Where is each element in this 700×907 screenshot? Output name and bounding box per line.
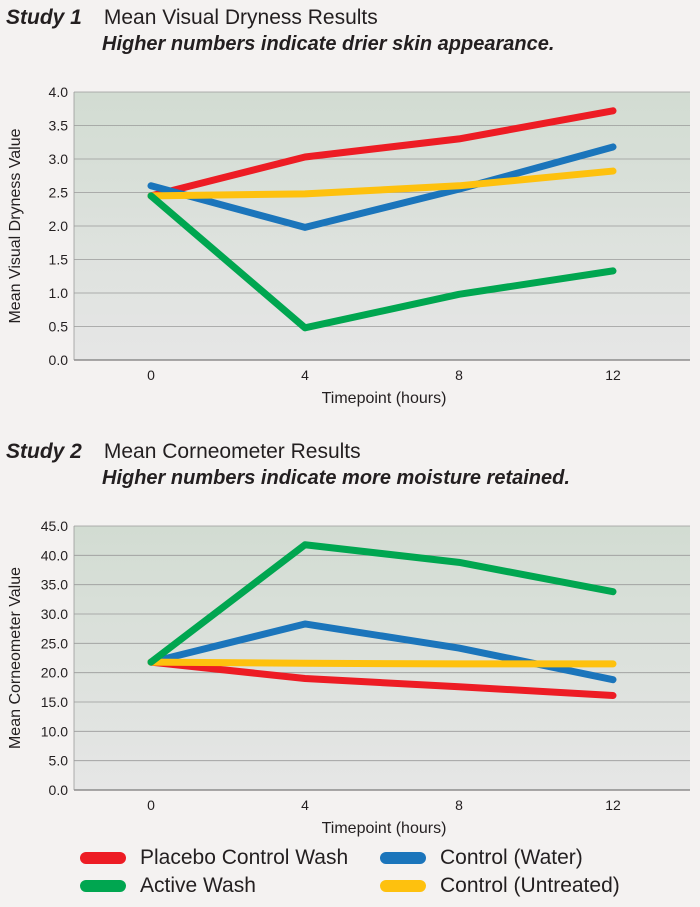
y-tick-label: 4.0 xyxy=(49,84,69,100)
y-tick-label: 45.0 xyxy=(41,518,68,534)
y-tick-label: 2.0 xyxy=(49,218,69,234)
y-tick-label: 2.5 xyxy=(49,185,69,201)
legend-swatch-untreated xyxy=(380,880,426,892)
legend-swatch-active xyxy=(80,880,126,892)
study-2-title: Mean Corneometer Results xyxy=(103,440,361,463)
y-tick-label: 0.0 xyxy=(49,352,69,368)
y-tick-label: 1.0 xyxy=(49,285,69,301)
x-tick-label: 12 xyxy=(605,367,621,383)
study-1-header: Study 1 Mean Visual Dryness Results Highe… xyxy=(6,6,554,56)
x-tick-label: 0 xyxy=(147,797,155,813)
y-tick-label: 5.0 xyxy=(49,753,69,769)
legend-item-water: Control (Water) xyxy=(380,846,583,870)
x-axis-label: Timepoint (hours) xyxy=(322,820,447,837)
series-line-control-untreated xyxy=(147,167,617,200)
legend-label-placebo: Placebo Control Wash xyxy=(140,846,349,869)
series-line-active-wash xyxy=(147,192,617,332)
legend-item-untreated: Control (Untreated) xyxy=(380,874,620,898)
legend-swatch-water xyxy=(380,852,426,864)
study-2-chart: 0.0 5.0 10.0 15.0 20.0 25.0 30.0 35.0 40.0 45.0 0 4… xyxy=(7,518,690,837)
legend-swatch-placebo xyxy=(80,852,126,864)
y-tick-label: 3.0 xyxy=(49,151,69,167)
legend: Placebo Control Wash Control (Water) Act… xyxy=(0,842,700,902)
legend-label-active: Active Wash xyxy=(140,874,256,897)
y-tick-label: 15.0 xyxy=(41,694,68,710)
y-tick-label: 20.0 xyxy=(41,665,68,681)
legend-item-placebo: Placebo Control Wash xyxy=(80,846,348,870)
study-2-label: Study 2 xyxy=(6,440,82,463)
x-tick-label: 4 xyxy=(301,797,309,813)
series-line-placebo-control-wash xyxy=(147,658,617,700)
y-axis-label: Mean Visual Dryness Value xyxy=(7,128,24,323)
x-axis-label: Timepoint (hours) xyxy=(322,390,447,407)
study-2-header: Study 2 Mean Corneometer Results Higher n… xyxy=(6,440,570,490)
x-tick-label: 8 xyxy=(455,797,463,813)
y-tick-label: 0.0 xyxy=(49,782,69,798)
y-tick-label: 3.5 xyxy=(49,118,69,134)
y-tick-label: 30.0 xyxy=(41,606,68,622)
legend-label-untreated: Control (Untreated) xyxy=(440,874,620,897)
study-2-subtitle: Higher numbers indicate more moisture re… xyxy=(102,467,570,489)
y-tick-label: 0.5 xyxy=(49,319,69,335)
x-tick-label: 8 xyxy=(455,367,463,383)
x-tick-label: 0 xyxy=(147,367,155,383)
y-tick-label: 35.0 xyxy=(41,577,68,593)
legend-label-water: Control (Water) xyxy=(440,846,583,869)
study-1-chart: 0.0 0.5 1.0 1.5 2.0 2.5 3.0 3.5 4.0 0 4 8 12 Timepoin… xyxy=(7,84,690,407)
series-line-control-water xyxy=(147,143,617,231)
study-1-label: Study 1 xyxy=(6,6,82,29)
series-line-control-untreated xyxy=(147,658,617,668)
series-line-placebo-control-wash xyxy=(147,107,617,200)
y-tick-label: 25.0 xyxy=(41,635,68,651)
y-axis-label: Mean Corneometer Value xyxy=(7,567,24,749)
y-tick-label: 1.5 xyxy=(49,252,69,268)
series-line-active-wash xyxy=(147,541,617,666)
legend-item-active: Active Wash xyxy=(80,874,256,898)
y-tick-label: 10.0 xyxy=(41,723,68,739)
study-1-title: Mean Visual Dryness Results xyxy=(103,6,378,29)
x-tick-label: 4 xyxy=(301,367,309,383)
y-tick-label: 40.0 xyxy=(41,547,68,563)
x-tick-label: 12 xyxy=(605,797,621,813)
study-1-subtitle: Higher numbers indicate drier skin appea… xyxy=(102,33,555,55)
